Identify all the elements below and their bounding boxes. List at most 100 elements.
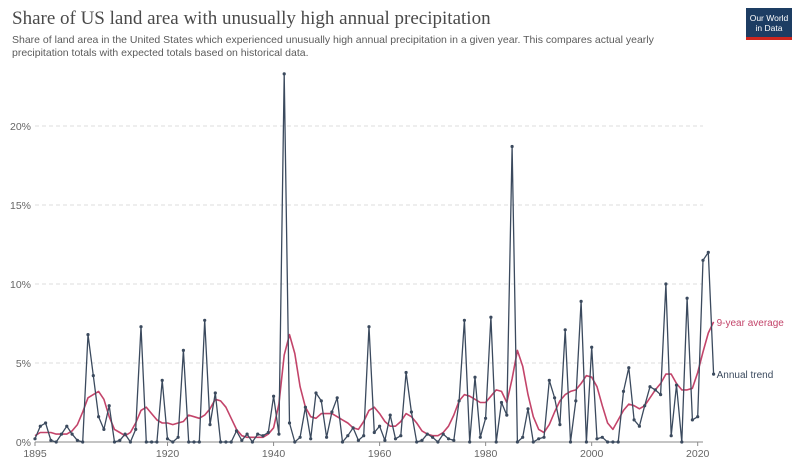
data-point <box>319 399 323 403</box>
x-tick-label: 1940 <box>262 448 286 460</box>
data-point <box>123 432 127 436</box>
logo-line-1: Our World <box>749 13 789 23</box>
data-point <box>266 430 270 435</box>
data-point <box>150 440 154 444</box>
data-point <box>664 282 668 286</box>
y-tick-label: 20% <box>10 121 31 133</box>
data-point <box>287 421 292 425</box>
data-point <box>81 440 85 444</box>
data-point <box>627 366 631 370</box>
data-point <box>568 440 573 444</box>
data-point <box>362 434 366 438</box>
data-point <box>706 250 710 254</box>
data-point <box>674 383 679 387</box>
data-point <box>409 410 413 414</box>
data-point <box>330 410 334 414</box>
data-point <box>261 434 265 438</box>
data-point <box>574 399 578 403</box>
data-point <box>425 432 429 436</box>
data-point <box>393 437 398 441</box>
data-point <box>446 437 451 441</box>
data-point <box>680 440 684 444</box>
data-point <box>250 440 254 444</box>
data-point <box>128 440 132 444</box>
data-point <box>335 396 339 400</box>
data-point <box>452 438 456 442</box>
data-point <box>388 413 392 417</box>
data-point <box>473 375 477 379</box>
x-tick-label: 1920 <box>156 448 180 460</box>
data-point <box>33 437 37 441</box>
data-point <box>325 435 329 439</box>
data-point <box>70 432 74 436</box>
data-point <box>197 440 201 444</box>
data-point <box>351 426 355 430</box>
data-point <box>309 437 313 441</box>
series-label: 9-year average <box>717 318 785 329</box>
data-point <box>383 438 387 442</box>
data-point <box>653 388 657 392</box>
data-point <box>611 440 615 444</box>
logo-line-2: in Data <box>755 23 783 33</box>
data-point <box>38 424 42 428</box>
chart-title: Share of US land area with unusually hig… <box>12 8 491 29</box>
data-point <box>600 435 604 439</box>
data-point <box>505 413 509 417</box>
data-point <box>441 432 445 436</box>
data-point <box>303 405 307 409</box>
chart-subtitle: Share of land area in the United States … <box>12 34 654 59</box>
data-point <box>97 415 101 419</box>
data-point <box>367 325 371 329</box>
data-point <box>187 440 191 444</box>
data-point <box>420 438 424 442</box>
data-point <box>696 415 700 419</box>
data-point <box>314 391 318 395</box>
data-point <box>690 418 695 422</box>
data-point <box>621 389 626 393</box>
data-point <box>457 399 461 403</box>
data-point <box>643 404 647 408</box>
data-point <box>521 435 525 439</box>
data-point <box>219 440 223 444</box>
data-point <box>616 440 620 444</box>
data-point <box>584 440 589 444</box>
data-point <box>494 440 498 444</box>
data-point <box>59 432 64 436</box>
data-point <box>553 396 557 400</box>
data-point <box>134 427 138 431</box>
data-point <box>399 434 403 438</box>
data-point <box>526 407 530 411</box>
data-point <box>468 440 472 444</box>
data-point <box>160 378 164 382</box>
data-point <box>293 440 297 444</box>
data-point <box>346 434 350 438</box>
data-point <box>515 440 520 444</box>
data-point <box>648 385 652 389</box>
data-point <box>563 328 567 332</box>
data-point <box>340 440 345 444</box>
data-point <box>49 438 53 442</box>
data-point <box>144 440 148 444</box>
data-point <box>478 435 482 439</box>
data-point <box>240 438 244 442</box>
data-point <box>415 440 419 444</box>
data-point <box>139 325 143 329</box>
data-point <box>378 424 382 428</box>
data-point <box>436 440 440 444</box>
data-point <box>44 421 48 425</box>
data-point <box>558 423 562 427</box>
data-point <box>547 378 551 382</box>
y-tick-label: 10% <box>10 279 31 291</box>
data-point <box>606 440 610 444</box>
data-point <box>203 318 207 322</box>
data-point <box>155 440 159 444</box>
data-point <box>669 434 673 438</box>
data-point <box>224 440 228 444</box>
data-point <box>107 404 111 408</box>
data-point <box>637 424 642 428</box>
data-point <box>213 391 217 395</box>
data-point <box>537 437 541 441</box>
owid-logo[interactable]: Our World in Data <box>746 8 792 40</box>
x-tick-label: 1960 <box>368 448 392 460</box>
data-point <box>431 435 435 439</box>
